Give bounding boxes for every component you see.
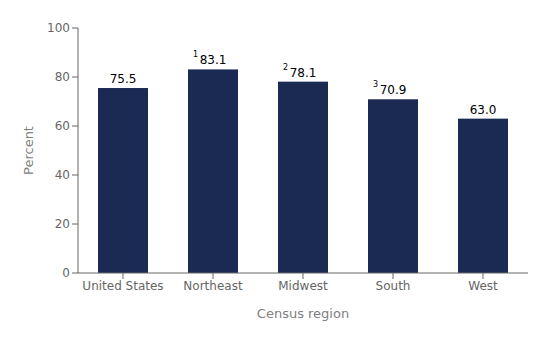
svg-text:75.5: 75.5 [110, 72, 137, 86]
svg-text:2: 2 [283, 63, 288, 72]
svg-text:South: South [376, 279, 411, 293]
svg-text:70.9: 70.9 [380, 83, 407, 97]
svg-text:Midwest: Midwest [278, 279, 328, 293]
svg-text:83.1: 83.1 [200, 53, 227, 67]
svg-text:80: 80 [55, 70, 70, 84]
svg-text:United States: United States [82, 279, 163, 293]
svg-text:Census region: Census region [257, 306, 349, 321]
svg-text:60: 60 [55, 119, 70, 133]
svg-text:20: 20 [55, 217, 70, 231]
svg-text:Percent: Percent [21, 126, 36, 175]
svg-text:63.0: 63.0 [470, 103, 497, 117]
svg-text:West: West [468, 279, 498, 293]
svg-text:Northeast: Northeast [183, 279, 243, 293]
svg-text:40: 40 [55, 168, 70, 182]
svg-text:1: 1 [193, 50, 198, 59]
svg-text:78.1: 78.1 [290, 66, 317, 80]
svg-text:0: 0 [62, 266, 70, 280]
svg-text:100: 100 [47, 21, 70, 35]
svg-text:3: 3 [373, 80, 378, 89]
